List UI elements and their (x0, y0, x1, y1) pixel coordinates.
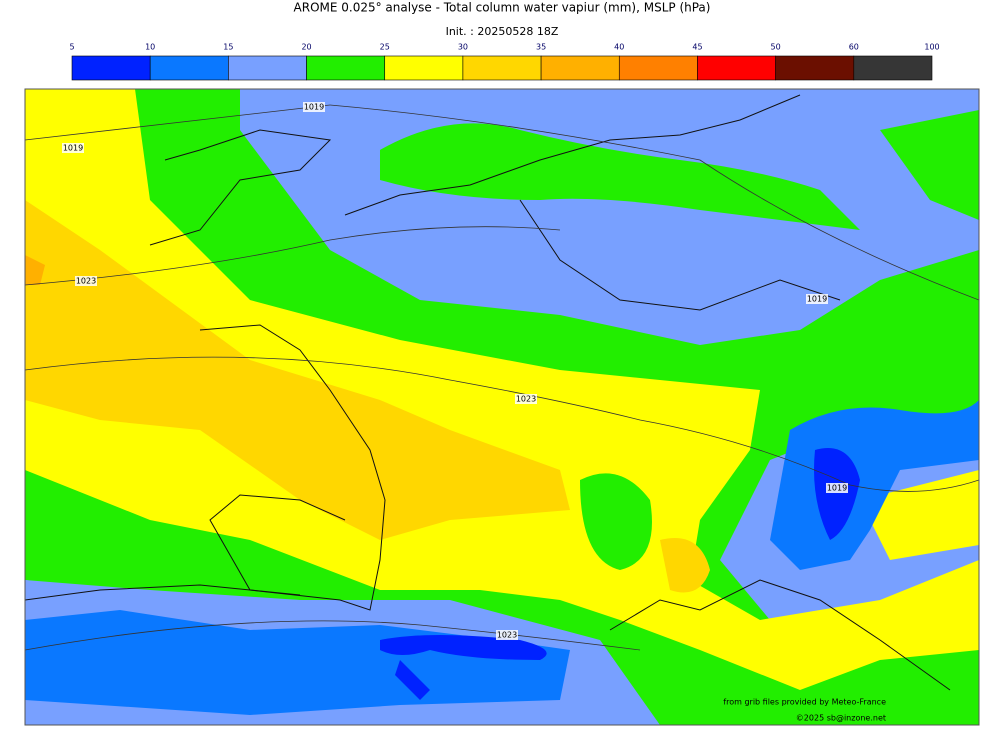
field-5-10 (395, 660, 430, 700)
colorbar-segment (853, 55, 933, 81)
isobar-label: 1023 (516, 395, 536, 404)
colorbar: 5 10 15 20 25 30 35 40 45 50 60 100 (69, 43, 940, 81)
colorbar-tick-label: 15 (223, 43, 233, 52)
credit: ©2025 sb@inzone.net (796, 714, 886, 723)
field-30-35 (660, 538, 710, 593)
isobar-label-bg (62, 143, 84, 153)
colorbar-tick-label: 35 (536, 43, 546, 52)
field-20-25 (880, 110, 979, 220)
map-frame (24, 88, 980, 726)
field-30-35 (25, 200, 570, 540)
colorbar-segment (306, 55, 386, 81)
field-20-25 (380, 123, 860, 230)
colorbar-tick-label: 5 (69, 43, 74, 52)
isobar-label: 1019 (63, 144, 83, 153)
field-20-25 (580, 473, 652, 570)
isobar-label-bg (303, 102, 325, 112)
field-25-30 (860, 470, 979, 560)
isobar-label: 1019 (807, 295, 827, 304)
colorbar-tick-label: 25 (380, 43, 390, 52)
colorbar-segment (618, 55, 698, 81)
colorbar-tick-label: 10 (145, 43, 155, 52)
colorbar-tick-label: 60 (849, 43, 859, 52)
field-10-15 (770, 400, 979, 570)
colorbar-segment (71, 55, 151, 81)
isobar-label-bg (515, 394, 537, 404)
title: AROME 0.025° analyse - Total column wate… (294, 1, 711, 15)
colorbar-tick-label: 50 (771, 43, 781, 52)
field-5-10 (814, 448, 860, 540)
colorbar-segment (540, 55, 620, 81)
colorbar-tick-label: 20 (301, 43, 311, 52)
colorbar-segment (462, 55, 542, 81)
field-35-40 (25, 255, 45, 285)
isobar-label-bg (75, 276, 97, 286)
isobar-label: 1019 (827, 484, 847, 493)
colorbar-segment (149, 55, 229, 81)
colorbar-segment (697, 55, 776, 81)
colorbar-tick-label: 100 (924, 43, 939, 52)
isobar-label-bg (496, 630, 518, 640)
isobar-label-bg (826, 483, 848, 493)
credit: from grib files provided by Meteo-France (723, 698, 886, 707)
isobar-label: 1023 (76, 277, 96, 286)
isobars (25, 104, 979, 651)
isobar-label: 1019 (304, 103, 324, 112)
colorbar-tick-label: 30 (458, 43, 468, 52)
coastlines (25, 94, 951, 691)
colorbar-tick-label: 40 (614, 43, 624, 52)
map: 1019 1019 1023 1023 1019 1019 1023 from grib f… (25, 89, 979, 725)
field-5-10 (380, 635, 547, 660)
colorbar-segment (384, 55, 464, 81)
isobar-label: 1023 (497, 631, 517, 640)
colorbar-segment (775, 55, 855, 81)
colorbar-segment (228, 55, 307, 81)
colorbar-tick-label: 45 (692, 43, 702, 52)
isobar-label-bg (806, 294, 828, 304)
subtitle: Init. : 20250528 18Z (446, 25, 559, 38)
